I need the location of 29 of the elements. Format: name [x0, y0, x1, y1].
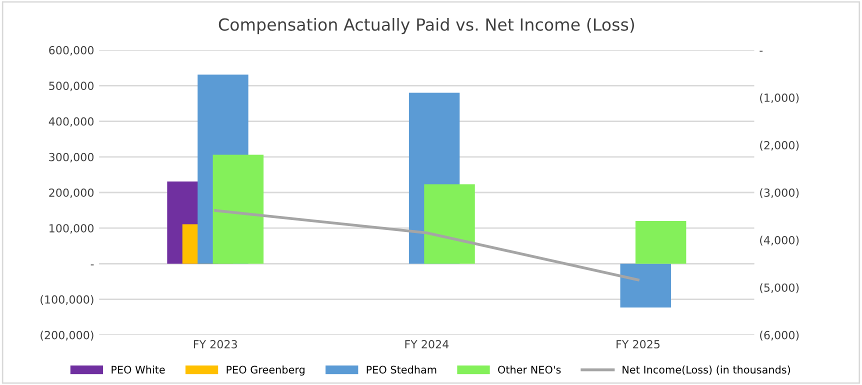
y-tick-label: (200,000): [40, 330, 94, 341]
bar: [620, 264, 671, 308]
bar: [635, 220, 686, 264]
y2-tick-label: (3,000): [760, 188, 799, 198]
y-tick-label: 600,000: [49, 46, 94, 56]
y-tick-label: 200,000: [49, 188, 94, 198]
y2-tick-label: (2,000): [760, 140, 799, 151]
y-tick-label: 100,000: [50, 224, 94, 234]
legend-label: Other NEO's: [498, 366, 561, 374]
y2-tick-label: (6,000): [760, 330, 799, 341]
y-tick-label: (100,000): [40, 295, 94, 306]
bar: [424, 184, 475, 264]
legend-label: PEO Greenberg: [226, 366, 304, 376]
y2-tick-label: -: [760, 50, 763, 52]
legend-label: Net Income(Loss) (in thousands): [622, 366, 790, 375]
y2-tick-label: (1,000): [760, 93, 799, 104]
legend-label: PEO Stedham: [366, 366, 436, 374]
x-tick-label: FY 2024: [405, 340, 449, 348]
y-tick-label: 500,000: [49, 82, 94, 92]
y-tick-label: 400,000: [48, 117, 94, 127]
bar: [212, 154, 264, 264]
x-tick-label: FY 2025: [616, 340, 660, 348]
chart-title: Compensation Actually Paid vs. Net Income (Loss): [218, 18, 634, 34]
y-tick-label: 300,000: [49, 152, 94, 162]
y-tick-label: -: [90, 264, 94, 266]
x-tick-label: FY 2023: [194, 340, 237, 348]
legend-label: PEO White: [112, 366, 165, 374]
y2-tick-label: (4,000): [760, 236, 799, 246]
y2-tick-label: (5,000): [760, 283, 799, 294]
